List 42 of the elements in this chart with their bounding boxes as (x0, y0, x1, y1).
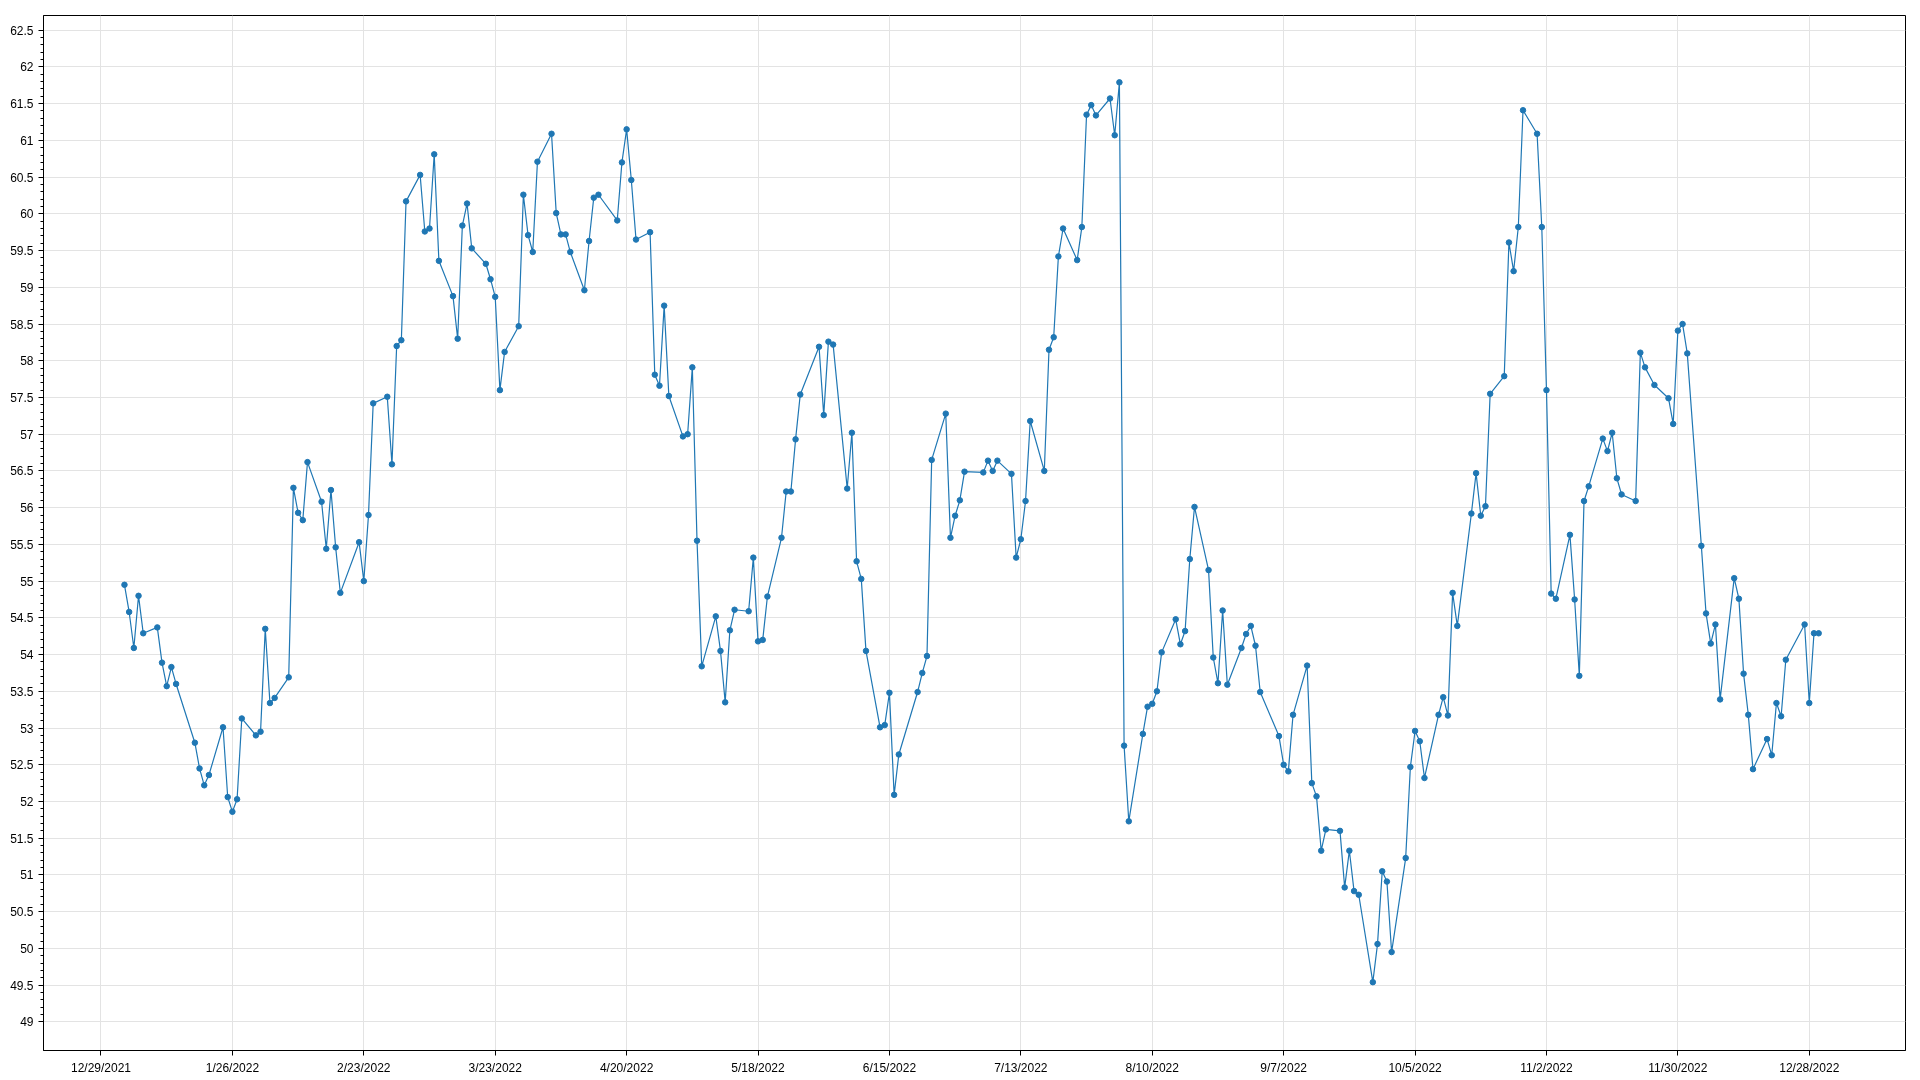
x-tick-label: 3/23/2022 (468, 1060, 523, 1075)
y-tick-label: 53.5 (10, 684, 34, 699)
x-tick-label: 7/13/2022 (994, 1060, 1048, 1075)
y-tick-label: 52 (20, 794, 34, 809)
x-tick-label: 11/30/2022 (1648, 1060, 1708, 1075)
y-tick-label: 53 (20, 721, 34, 736)
y-tick-label: 52.5 (10, 758, 34, 773)
y-tick-label: 61 (20, 133, 34, 148)
y-tick-label: 56 (20, 501, 34, 516)
y-tick-label: 50 (20, 941, 34, 956)
y-tick-label: 62 (20, 60, 34, 75)
y-tick-label: 57 (20, 427, 34, 442)
x-tick-label: 4/20/2022 (599, 1060, 654, 1075)
x-tick-label: 12/28/2022 (1779, 1060, 1840, 1075)
y-tick-label: 54.5 (10, 611, 34, 626)
y-tick-label: 60.5 (10, 170, 34, 185)
y-tick-label: 59.5 (10, 244, 34, 259)
x-tick-label: 1/26/2022 (205, 1060, 260, 1075)
y-tick-label: 59 (20, 280, 34, 295)
x-tick-label: 12/29/2021 (70, 1060, 132, 1075)
x-tick-label: 8/10/2022 (1125, 1060, 1180, 1075)
y-tick-label: 54 (20, 648, 34, 663)
y-tick-label: 60 (20, 207, 34, 222)
y-tick-label: 56.5 (10, 464, 34, 479)
x-tick-label: 10/5/2022 (1388, 1060, 1443, 1075)
y-tick-label: 55.5 (10, 537, 34, 552)
y-tick-label: 51.5 (10, 831, 34, 846)
x-tick-label: 9/7/2022 (1260, 1060, 1308, 1075)
y-tick-label: 51 (20, 868, 34, 883)
y-tick-label: 50.5 (10, 905, 34, 920)
x-tick-label: 5/18/2022 (731, 1060, 786, 1075)
x-tick-label: 11/2/2022 (1520, 1060, 1574, 1075)
y-tick-label: 55 (20, 574, 34, 589)
y-tick-label: 61.5 (10, 97, 34, 112)
x-tick-label: 2/23/2022 (337, 1060, 391, 1075)
y-tick-label: 49.5 (10, 978, 34, 993)
y-tick-label: 58.5 (10, 317, 34, 332)
y-tick-label: 62.5 (10, 23, 34, 38)
x-tick-label: 6/15/2022 (862, 1060, 917, 1075)
y-tick-label: 57.5 (10, 390, 34, 405)
y-tick-label: 49 (20, 1015, 34, 1030)
y-tick-label: 58 (20, 354, 34, 369)
